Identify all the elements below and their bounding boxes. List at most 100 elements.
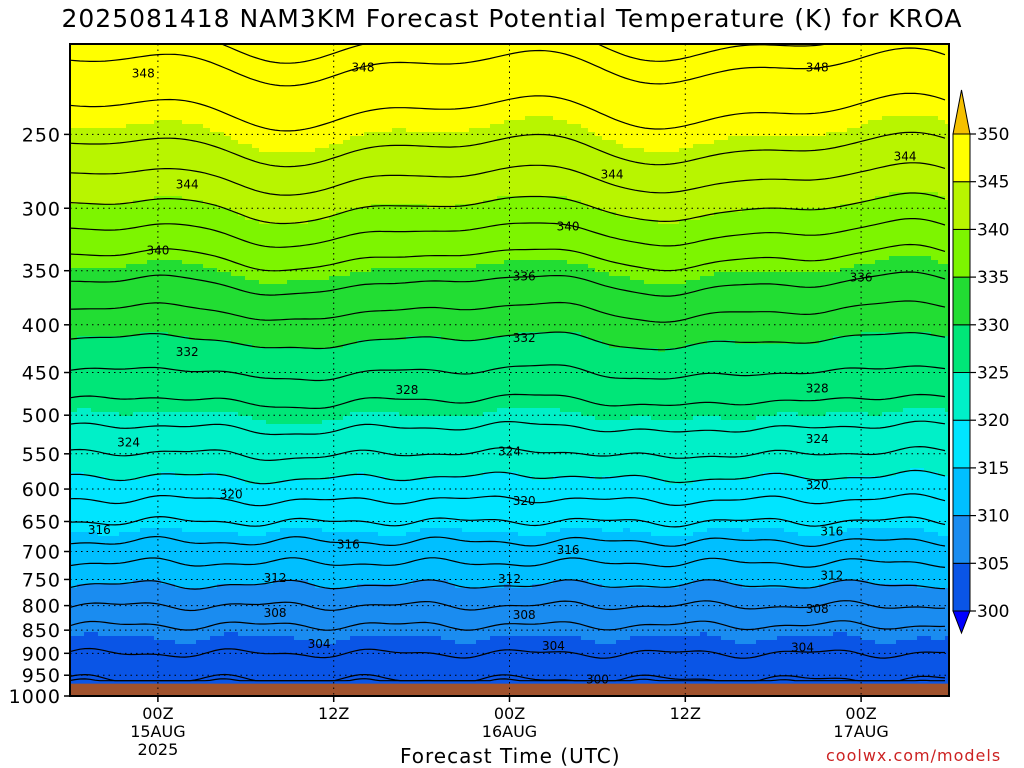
contour-318K <box>70 493 946 507</box>
x-tick-label: 00Z <box>845 704 876 723</box>
colorbar-segment <box>952 324 971 373</box>
contour-label: 340 <box>146 244 169 258</box>
colorbar-label: 325 <box>977 364 1009 384</box>
chart-title: 2025081418 NAM3KM Forecast Potential Tem… <box>0 4 1024 33</box>
colorbar-label: 315 <box>977 459 1009 479</box>
contour-label: 308 <box>806 602 829 616</box>
contour-342K <box>70 162 946 196</box>
contour-336K <box>70 243 946 272</box>
y-tick-label: 1000 <box>9 686 61 708</box>
contour-label: 344 <box>894 149 917 163</box>
contour-344K <box>70 131 946 168</box>
contour-346K <box>70 92 946 132</box>
colorbar: 300 305 310 315 320 325 330 335 340 345 350 <box>952 89 1009 635</box>
x-tick-label: 15AUG <box>130 722 185 741</box>
contour-314K <box>70 535 946 548</box>
contour-label: 308 <box>264 606 287 620</box>
contour-label: 304 <box>542 639 565 653</box>
contour-label: 328 <box>806 381 829 395</box>
colorbar-segment <box>952 133 971 183</box>
contour-label: 340 <box>557 220 580 234</box>
contour-304K <box>70 647 945 659</box>
contour-326K <box>70 393 946 410</box>
contour-310K <box>70 579 946 590</box>
y-tick-label: 800 <box>22 596 61 618</box>
x-tick-label: 00Z <box>142 704 173 723</box>
x-tick-label: 17AUG <box>833 722 888 741</box>
y-tick-label: 500 <box>22 405 61 427</box>
contour-label: 316 <box>88 523 111 537</box>
contour-label: 316 <box>557 543 580 557</box>
colorbar-label: 345 <box>977 173 1009 193</box>
contour-label: 348 <box>806 61 829 75</box>
contour-label-layer: 348 348 348 344 344 344 340 340 336 336 332 332 328 3… <box>88 61 917 687</box>
y-tick-label: 650 <box>22 511 61 533</box>
y-tick-label: 400 <box>22 315 61 337</box>
colorbar-label: 305 <box>977 554 1009 574</box>
ground-fill <box>70 683 949 696</box>
contour-label: 308 <box>513 608 536 622</box>
colorbar-label: 300 <box>977 602 1009 622</box>
colorbar-segment <box>952 228 971 278</box>
contour-label: 344 <box>176 178 199 192</box>
y-tick-label: 350 <box>22 261 61 283</box>
contour-label: 300 <box>586 672 609 686</box>
colorbar-segment <box>952 372 971 421</box>
contour-label: 304 <box>308 637 331 651</box>
contour-label: 304 <box>791 640 814 654</box>
colorbar-segment <box>952 181 971 230</box>
contour-302K <box>70 673 946 682</box>
contour-334K <box>70 271 946 297</box>
ground-layer <box>70 683 949 696</box>
y-axis: 2503003504004505005506006507007508008509… <box>9 124 70 708</box>
colorbar-segment <box>952 419 971 469</box>
theta-fill-layer <box>70 44 949 696</box>
contour-328K <box>70 364 946 382</box>
y-tick-label: 750 <box>22 569 61 591</box>
contour-label: 348 <box>132 66 155 80</box>
contour-324K <box>70 420 946 436</box>
colorbar-extend-low <box>952 610 971 635</box>
x-tick-label: 00Z <box>494 704 525 723</box>
y-tick-label: 550 <box>22 444 61 466</box>
contour-308K <box>70 600 946 612</box>
grid-layer <box>70 44 949 696</box>
contour-label: 312 <box>820 569 843 583</box>
contour-312K <box>70 557 946 568</box>
contour-label: 316 <box>337 538 360 552</box>
x-tick-label: 12Z <box>670 704 701 723</box>
contour-label: 328 <box>395 383 418 397</box>
x-tick-label: 2025 <box>138 740 179 759</box>
contour-label: 324 <box>498 445 521 459</box>
colorbar-label: 310 <box>977 507 1009 527</box>
contour-label: 320 <box>513 494 536 508</box>
contour-label: 324 <box>117 436 140 450</box>
y-tick-label: 250 <box>22 124 61 146</box>
y-tick-label: 700 <box>22 542 61 564</box>
contour-320K <box>70 469 946 485</box>
y-tick-label: 950 <box>22 665 61 687</box>
colorbar-label: 320 <box>977 411 1009 431</box>
y-tick-label: 450 <box>22 363 61 385</box>
y-tick-label: 850 <box>22 620 61 642</box>
contour-348K <box>70 47 946 87</box>
contour-label: 332 <box>513 331 536 345</box>
x-tick-label: 16AUG <box>482 722 537 741</box>
colorbar-segment <box>952 276 971 326</box>
colorbar-label: 335 <box>977 268 1009 288</box>
y-tick-label: 900 <box>22 643 61 665</box>
contour-label: 332 <box>176 345 199 359</box>
colorbar-segment <box>952 467 971 517</box>
contour-label: 312 <box>264 571 287 585</box>
contour-330K <box>70 331 946 351</box>
colorbar-segment <box>952 562 971 612</box>
contour-label: 320 <box>806 478 829 492</box>
contour-label: 320 <box>220 487 243 501</box>
contour-label: 312 <box>498 572 521 586</box>
y-tick-label: 600 <box>22 479 61 501</box>
contour-label: 344 <box>601 167 624 181</box>
contour-306K <box>70 620 946 631</box>
contour-label: 324 <box>806 432 829 446</box>
